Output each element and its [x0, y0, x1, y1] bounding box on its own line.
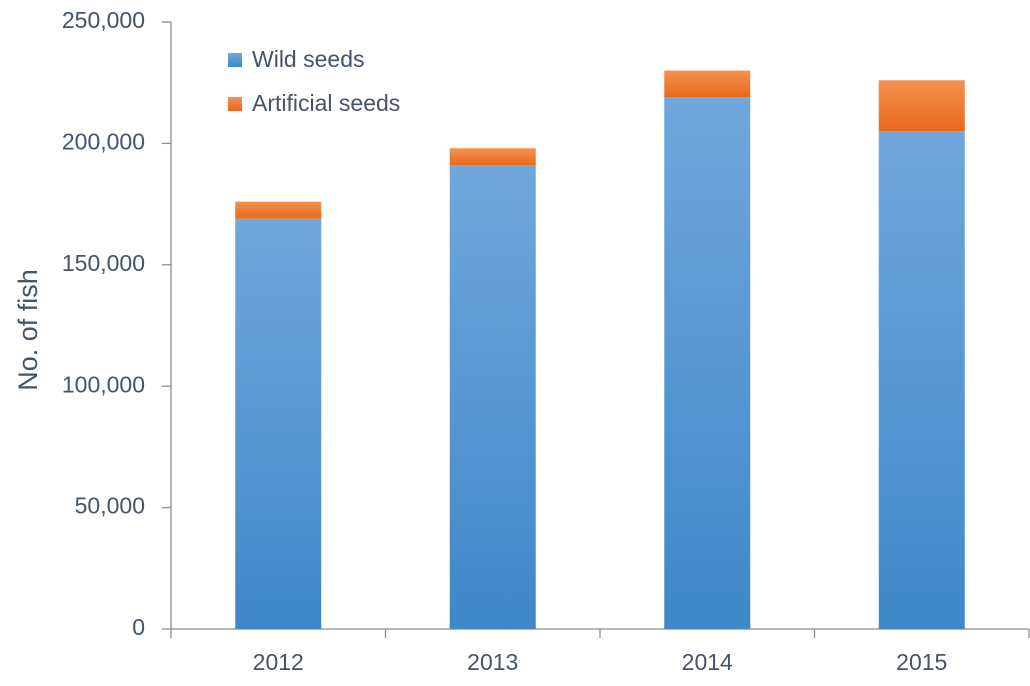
bar-segment [449, 148, 536, 166]
bar-segment [878, 80, 965, 132]
y-tick-label: 50,000 [75, 493, 145, 519]
legend-label: Artificial seeds [252, 90, 400, 116]
y-tick-label: 100,000 [62, 371, 145, 397]
x-tick-label: 2015 [896, 649, 947, 675]
bar-segment [235, 201, 322, 219]
bar-segment [664, 97, 751, 629]
legend-swatch [228, 53, 242, 67]
bar-segment [664, 70, 751, 98]
y-tick-label: 200,000 [62, 128, 145, 154]
legend-swatch [228, 97, 242, 111]
x-tick-label: 2012 [253, 649, 304, 675]
bar-segment [878, 131, 965, 629]
x-tick-label: 2013 [467, 649, 518, 675]
y-tick-label: 150,000 [62, 250, 145, 276]
y-tick-label: 250,000 [62, 7, 145, 33]
y-tick-label: 0 [132, 614, 145, 640]
x-tick-label: 2014 [682, 649, 733, 675]
bar-segment [235, 218, 322, 629]
legend-label: Wild seeds [252, 46, 364, 72]
bar-segment [449, 165, 536, 629]
y-axis-label: No. of fish [13, 269, 43, 391]
